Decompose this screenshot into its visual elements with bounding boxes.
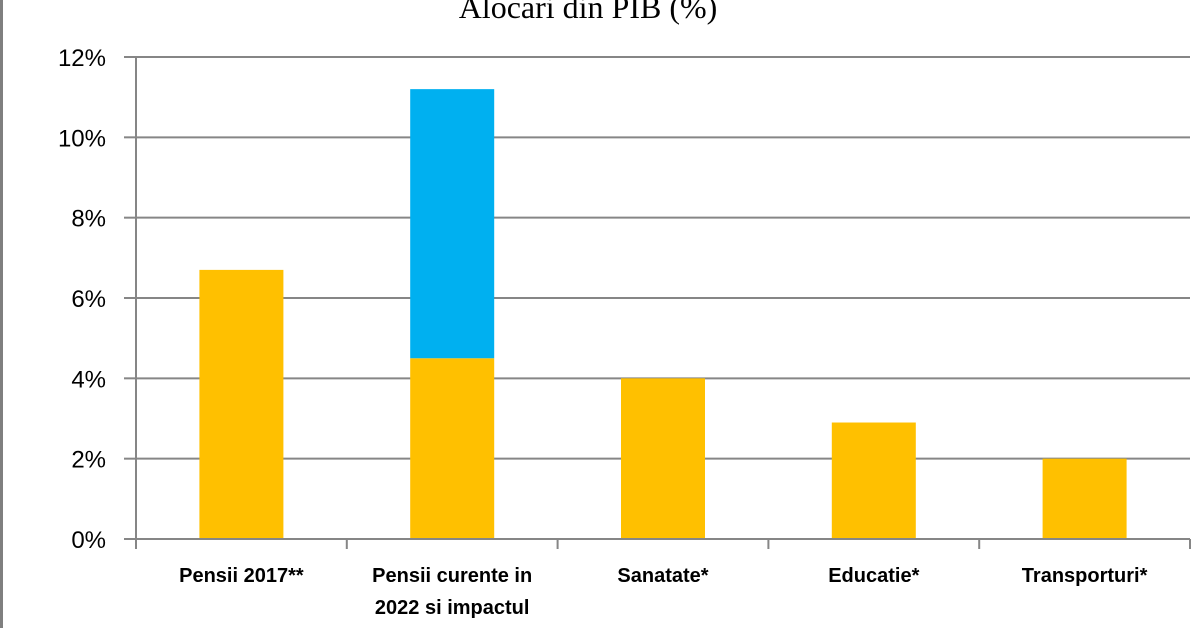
bar-series-1 bbox=[1042, 458, 1127, 539]
y-tick-label: 2% bbox=[71, 447, 106, 474]
y-tick-label: 4% bbox=[71, 366, 106, 393]
bar-series-1 bbox=[831, 422, 916, 539]
x-tick-label: Pensii curente in bbox=[372, 565, 532, 587]
y-axis-ticks: 0% 2% 4% 6% 8% 10% 12% bbox=[58, 45, 137, 554]
x-tick-label: Sanatate* bbox=[617, 565, 708, 587]
x-tick-label: Pensii 2017** bbox=[179, 565, 304, 587]
y-tick-label: 10% bbox=[58, 125, 106, 152]
y-tick-label: 12% bbox=[58, 45, 106, 72]
bar-series-1 bbox=[621, 378, 705, 539]
chart-left-border bbox=[0, 0, 3, 628]
x-tick-label: 2022 si impactul bbox=[375, 597, 530, 619]
y-tick-label: 8% bbox=[71, 206, 106, 233]
bars bbox=[199, 89, 1127, 539]
chart-title: Alocari din PIB (%) bbox=[459, 0, 718, 25]
y-tick-label: 6% bbox=[71, 286, 106, 313]
x-tick-label: Transporturi* bbox=[1022, 565, 1148, 587]
x-axis-labels: Pensii 2017** Pensii curente in 2022 si im… bbox=[179, 565, 1147, 619]
x-tick-label: Educatie* bbox=[828, 565, 919, 587]
gridlines bbox=[136, 56, 1190, 460]
bar-series-2 bbox=[410, 89, 495, 359]
y-tick-label: 0% bbox=[71, 527, 106, 554]
bar-series-1 bbox=[199, 269, 284, 539]
x-axis bbox=[135, 538, 1191, 549]
bar-series-1 bbox=[410, 358, 495, 539]
